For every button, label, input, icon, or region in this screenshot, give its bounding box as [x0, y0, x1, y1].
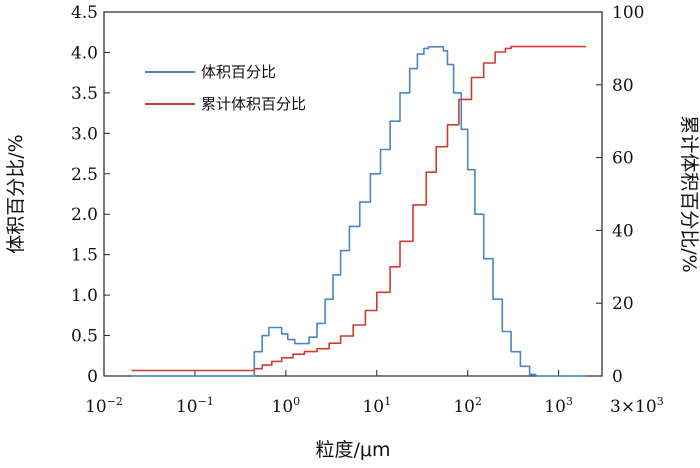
x-axis-title: 粒度/μm — [316, 439, 391, 461]
y-left-tick-label-9: 4.5 — [71, 3, 98, 23]
y-right-tick-label-2: 40 — [612, 221, 634, 241]
x-tick-label-0: 10−2 — [85, 395, 123, 417]
series-layer — [131, 45, 586, 377]
x-tick-label-1: 10−1 — [176, 395, 214, 417]
y-left-tick-label-5: 2.5 — [71, 165, 98, 185]
legend-label-volume: 体积百分比 — [201, 63, 276, 81]
y-right-tick-label-3: 60 — [612, 149, 634, 169]
series-line-volume — [131, 45, 586, 377]
x-tick-label-3: 101 — [362, 395, 391, 417]
y-right-tick-label-0: 0 — [612, 367, 623, 387]
axis-ticks: 10−2 10−1 100 101 102 103 3×103 0 0.5 1.0 1.5 2.0 2.… — [71, 3, 664, 417]
x-tick-label-4: 102 — [453, 395, 482, 417]
x-tick-label-2: 100 — [272, 395, 301, 417]
legend: 体积百分比 累计体积百分比 — [145, 63, 306, 113]
x-tick-label-6: 3×103 — [610, 395, 664, 417]
y-left-tick-label-8: 4.0 — [71, 43, 98, 63]
y-left-tick-label-6: 3.0 — [71, 124, 98, 144]
x-tick-label-5: 103 — [544, 395, 573, 417]
y-left-tick-label-1: 0.5 — [71, 327, 98, 347]
y-right-tick-label-4: 80 — [612, 76, 634, 96]
y-left-tick-label-4: 2.0 — [71, 205, 98, 225]
y-axis-title-left: 体积百分比/% — [5, 134, 27, 253]
y-left-tick-label-3: 1.5 — [71, 246, 98, 266]
y-axis-title-right: 累计体积百分比/% — [678, 115, 700, 272]
plot-frame — [103, 11, 603, 377]
y-right-tick-label-1: 20 — [612, 294, 634, 314]
y-left-tick-label-0: 0 — [87, 367, 98, 387]
series-line-cumulative — [131, 45, 586, 372]
legend-label-cumulative: 累计体积百分比 — [201, 95, 306, 113]
y-left-tick-label-2: 1.0 — [71, 286, 98, 306]
y-right-tick-label-5: 100 — [612, 3, 644, 23]
y-left-tick-label-7: 3.5 — [71, 84, 98, 104]
